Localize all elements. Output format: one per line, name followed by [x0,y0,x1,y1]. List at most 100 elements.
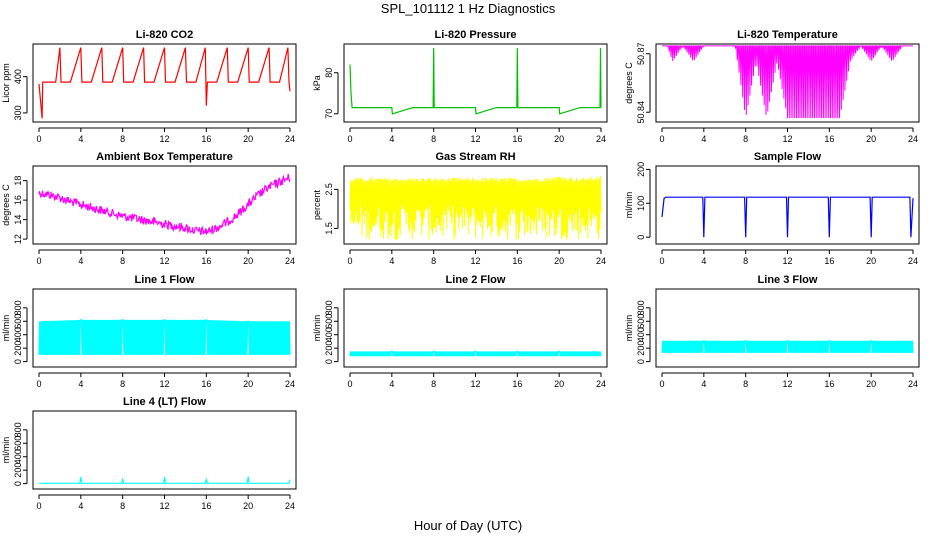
x-tick-label: 8 [120,379,125,389]
series-line [349,176,602,241]
x-tick-label: 20 [866,134,876,144]
y-tick-label: 400 [13,327,23,342]
y-axis-label: Licor ppm [1,63,11,103]
x-tick-label: 8 [120,134,125,144]
series-line [38,173,291,236]
x-tick-label: 12 [159,134,169,144]
x-tick-label: 0 [347,134,352,144]
x-tick-label: 12 [782,379,792,389]
x-tick-label: 4 [389,379,394,389]
x-tick-label: 20 [554,134,564,144]
x-tick-label: 24 [285,256,295,266]
x-tick-label: 24 [285,501,295,511]
panel-8: Line 2 Flow 0 4 8 12 16 20 24 0 200400600800ml/mi… [312,274,608,389]
y-tick-label: 800 [324,300,334,315]
y-tick-label: 300 [13,105,23,120]
x-tick-label: 0 [347,379,352,389]
y-tick-label: 2.5 [324,183,334,196]
x-tick-label: 8 [743,134,748,144]
x-tick-label: 16 [824,379,834,389]
y-axis-label: ml/min [1,315,11,342]
x-tick-label: 24 [908,134,918,144]
x-tick-label: 12 [470,379,480,389]
x-tick-label: 0 [659,256,664,266]
y-tick-label: 50.84 [636,101,646,124]
plot-frame [343,165,608,245]
x-tick-label: 16 [824,134,834,144]
y-tick-label: 100 [636,196,646,211]
x-tick-label: 8 [431,379,436,389]
x-tick-label: 0 [659,134,664,144]
x-tick-label: 4 [78,501,83,511]
y-tick-label: 400 [636,327,646,342]
y-tick-label: 600 [636,314,646,329]
x-tick-label: 16 [512,256,522,266]
panel-title: Line 4 (LT) Flow [123,396,206,408]
x-tick-label: 0 [36,501,41,511]
x-tick-label: 16 [201,134,211,144]
panel-title: Line 1 Flow [135,274,195,286]
y-tick-label: 200 [636,341,646,356]
plot-frame [32,410,297,490]
y-tick-label: 0 [13,481,23,486]
x-tick-label: 4 [78,256,83,266]
x-tick-label: 8 [120,501,125,511]
y-tick-label: 600 [324,314,334,329]
x-tick-label: 16 [201,501,211,511]
x-tick-label: 4 [701,134,706,144]
panel-title: Line 2 Flow [446,274,506,286]
plot-frame [343,43,608,123]
x-tick-label: 20 [243,379,253,389]
panel-title: Line 3 Flow [758,274,818,286]
y-tick-label: 200 [636,162,646,177]
x-tick-label: 16 [201,379,211,389]
series-line [349,350,602,357]
y-tick-label: 200 [13,463,23,478]
x-tick-label: 4 [389,256,394,266]
x-tick-label: 12 [782,256,792,266]
x-tick-label: 4 [701,379,706,389]
panel-10: Line 4 (LT) Flow 0 4 8 12 16 20 24 0 200400600800… [1,396,297,511]
y-tick-label: 600 [13,314,23,329]
y-tick-label: 0 [636,359,646,364]
y-axis-label: kPa [312,75,322,91]
y-axis-label: degrees C [1,184,11,226]
x-tick-label: 12 [159,256,169,266]
x-tick-label: 0 [347,256,352,266]
plot-frame [655,288,920,368]
x-tick-label: 4 [389,134,394,144]
y-axis-label: percent [312,189,322,220]
y-tick-label: 0 [13,359,23,364]
x-tick-label: 20 [554,256,564,266]
y-tick-label: 400 [13,69,23,84]
x-tick-label: 4 [78,134,83,144]
panel-title: Ambient Box Temperature [96,151,233,163]
panel-7: Line 1 Flow 0 4 8 12 16 20 24 0 200400600800ml/mi… [1,274,297,389]
y-tick-label: 400 [324,327,334,342]
y-axis-label: ml/min [312,315,322,342]
x-tick-label: 20 [243,256,253,266]
x-tick-label: 20 [243,501,253,511]
x-tick-label: 24 [285,134,295,144]
y-tick-label: 16 [13,195,23,205]
panel-title: Li-820 CO2 [136,29,193,41]
y-tick-label: 400 [13,449,23,464]
y-tick-label: 14 [13,215,23,225]
x-tick-label: 0 [36,256,41,266]
y-tick-label: 800 [13,300,23,315]
y-tick-label: 0 [324,359,334,364]
y-tick-label: 50.87 [636,42,646,65]
x-tick-label: 0 [659,379,664,389]
x-tick-label: 20 [866,256,876,266]
x-tick-label: 12 [159,379,169,389]
plot-frame [32,288,297,368]
plot-frame [32,43,297,123]
y-tick-label: 1.5 [324,222,334,235]
y-axis-label: ml/min [1,437,11,464]
y-tick-label: 18 [13,176,23,186]
series-line [662,45,913,119]
series-line [38,319,291,355]
x-tick-label: 24 [908,256,918,266]
